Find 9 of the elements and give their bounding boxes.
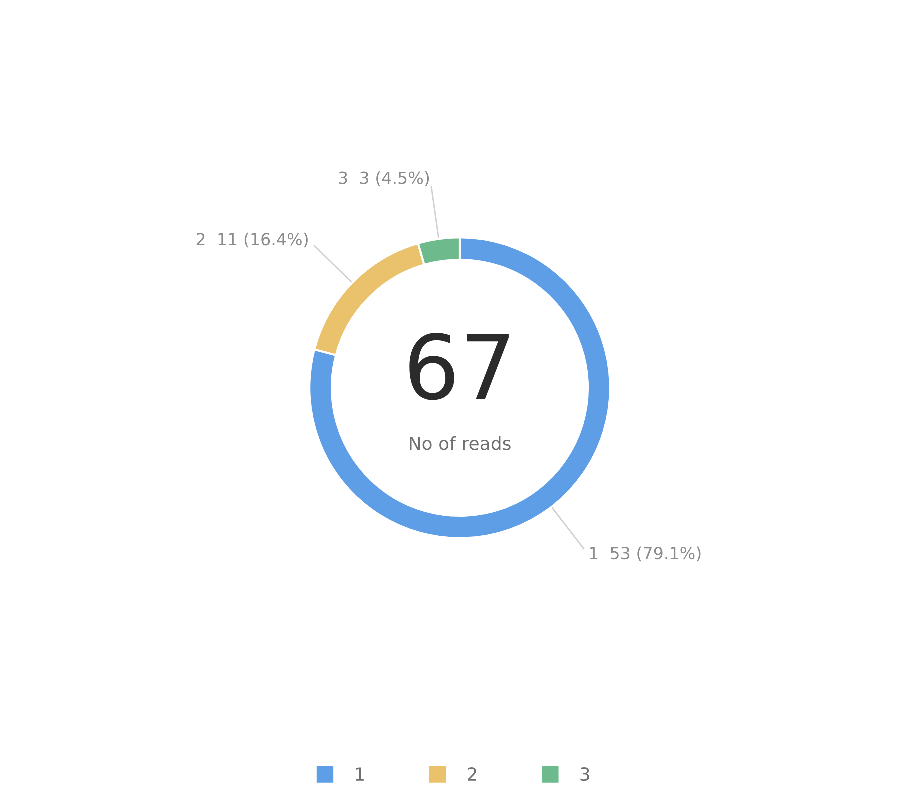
data-label: 2 11 (16.4%)	[196, 232, 308, 248]
text: No of reads	[410, 436, 511, 450]
data-label: 3 3 (4.5%)	[339, 171, 430, 186]
legend-label: 3	[580, 768, 590, 782]
donut-slice	[308, 236, 612, 540]
text: 67	[410, 333, 509, 400]
legend-label: 2	[468, 768, 476, 781]
legend-label: 1	[356, 768, 364, 781]
data-label: 1 53 (79.1%)	[590, 546, 701, 562]
